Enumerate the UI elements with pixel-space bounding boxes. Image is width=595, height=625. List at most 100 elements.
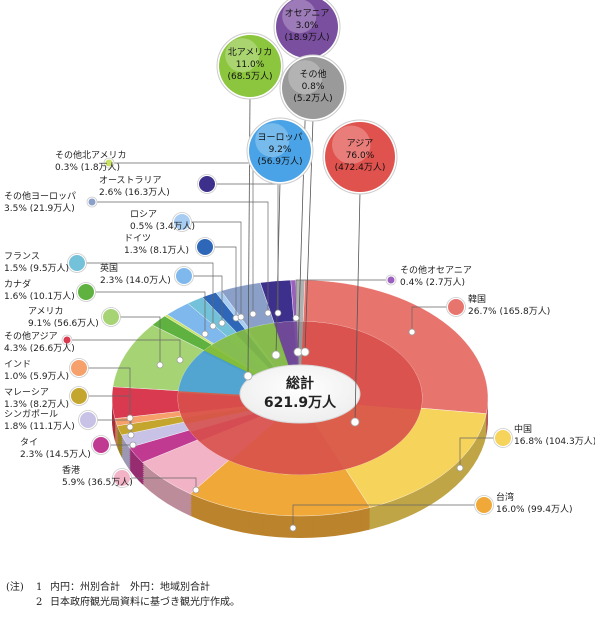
region-value: 2.3% (14.5万人) bbox=[20, 449, 91, 460]
bubble-percent: 9.2% bbox=[269, 145, 292, 155]
region-marker bbox=[174, 214, 190, 230]
region-name: シンガポール bbox=[4, 409, 58, 420]
region-marker bbox=[93, 437, 109, 453]
region-marker bbox=[71, 360, 87, 376]
leader-line bbox=[354, 191, 361, 423]
region-name: ロシア bbox=[130, 210, 157, 220]
region-value: 3.5% (21.9万人) bbox=[4, 203, 75, 214]
region-value: 1.0% (5.9万人) bbox=[4, 371, 69, 382]
region-name: 中国 bbox=[514, 423, 532, 435]
leader-dot bbox=[408, 328, 416, 336]
bubble-name: その他 bbox=[299, 68, 326, 80]
region-name: タイ bbox=[20, 437, 38, 448]
region-name: その他北アメリカ bbox=[55, 149, 127, 161]
leader-line bbox=[111, 316, 161, 365]
region-marker bbox=[78, 284, 94, 300]
region-marker bbox=[495, 430, 511, 446]
region-marker bbox=[103, 309, 119, 325]
leader-dot bbox=[126, 423, 134, 431]
leader-dot bbox=[129, 441, 137, 449]
bubble-name: オセアニア bbox=[285, 8, 330, 19]
bubble-amount: (56.9万人) bbox=[257, 156, 302, 167]
bubble-amount: (472.4万人) bbox=[335, 162, 386, 173]
leader-line bbox=[182, 221, 242, 317]
leader-dot bbox=[237, 313, 245, 321]
center-value: 621.9万人 bbox=[264, 394, 337, 411]
bubble-name: ヨーロッパ bbox=[257, 132, 302, 143]
leader-line bbox=[459, 437, 503, 468]
leader-dot bbox=[126, 414, 134, 422]
region-name: マレーシア bbox=[4, 388, 49, 398]
leader-dot bbox=[156, 361, 164, 369]
region-value: 1.3% (8.1万人) bbox=[124, 245, 189, 256]
bubble-highlight bbox=[288, 60, 323, 95]
region-name: その他オセアニア bbox=[400, 264, 472, 276]
leader-dot bbox=[127, 431, 135, 439]
bubble-highlight bbox=[332, 125, 371, 164]
leader-line bbox=[77, 262, 214, 326]
region-value: 1.5% (9.5万人) bbox=[4, 263, 69, 274]
leader-dot bbox=[456, 464, 464, 472]
region-value: 1.3% (8.2万人) bbox=[4, 399, 69, 410]
leader-line bbox=[122, 477, 197, 490]
leader-line bbox=[411, 306, 456, 332]
bubble bbox=[325, 122, 395, 192]
region-marker bbox=[69, 255, 85, 271]
region-name: オーストラリア bbox=[99, 175, 162, 186]
region-name: ドイツ bbox=[124, 234, 151, 244]
region-value: 16.0% (99.4万人) bbox=[496, 504, 573, 515]
leader-dot bbox=[300, 347, 310, 357]
bubble bbox=[249, 120, 311, 182]
region-name: カナダ bbox=[4, 278, 31, 290]
region-value: 0.3% (1.8万人) bbox=[55, 162, 120, 173]
region-marker bbox=[71, 388, 87, 404]
region-name: 韓国 bbox=[468, 294, 486, 305]
region-name: その他アジア bbox=[4, 330, 58, 342]
region-value: 0.4% (2.7万人) bbox=[400, 277, 465, 288]
region-name: 香港 bbox=[62, 464, 80, 476]
bubble-percent: 3.0% bbox=[296, 21, 319, 31]
region-value: 1.6% (10.1万人) bbox=[4, 291, 75, 302]
leader-line bbox=[292, 504, 484, 528]
leader-line bbox=[184, 275, 223, 323]
region-name: アメリカ bbox=[28, 306, 64, 317]
region-marker bbox=[114, 470, 130, 486]
region-value: 2.6% (16.3万人) bbox=[99, 187, 170, 198]
leader-dot bbox=[176, 356, 184, 364]
center-hole bbox=[239, 364, 361, 424]
region-value: 16.8% (104.3万人) bbox=[514, 436, 595, 447]
bubble-amount: (68.5万人) bbox=[227, 71, 272, 82]
leader-dot bbox=[274, 309, 282, 317]
notes: (注) 1 内円：州別合計 外円：地域別合計 2 日本政府観光局資料に基づき観光庁作成… bbox=[6, 580, 566, 610]
bubble-highlight bbox=[225, 38, 260, 73]
region-marker bbox=[88, 198, 96, 206]
leader-line bbox=[295, 279, 391, 318]
leader-dot bbox=[243, 371, 253, 381]
region-value: 4.3% (26.6万人) bbox=[4, 343, 75, 354]
leader-dot bbox=[271, 350, 281, 360]
leader-dot bbox=[289, 524, 297, 532]
center-label: 総計 bbox=[286, 375, 314, 392]
bubble-amount: (5.2万人) bbox=[293, 93, 332, 104]
note-line-1: (注) 1 内円：州別合計 外円：地域別合計 bbox=[6, 580, 566, 595]
region-marker bbox=[105, 159, 113, 167]
region-value: 5.9% (36.5万人) bbox=[62, 477, 133, 488]
region-name: 英国 bbox=[100, 262, 118, 274]
region-marker bbox=[476, 497, 492, 513]
note-number: 1 bbox=[36, 582, 43, 593]
region-value: 9.1% (56.6万人) bbox=[28, 318, 99, 329]
bubble bbox=[276, 0, 338, 58]
region-marker bbox=[197, 239, 213, 255]
region-name: インド bbox=[4, 360, 31, 370]
bubble-highlight bbox=[282, 0, 317, 34]
bubble-highlight bbox=[255, 123, 290, 158]
leader-line bbox=[67, 339, 181, 360]
leader-dot bbox=[292, 314, 300, 322]
bubble-amount: (18.9万人) bbox=[284, 32, 329, 43]
region-value: 0.5% (3.4万人) bbox=[130, 221, 195, 232]
note-text: 内円：州別合計 外円：地域別合計 bbox=[50, 582, 210, 593]
region-value: 1.8% (11.1万人) bbox=[4, 421, 75, 432]
note-number: 2 bbox=[36, 597, 43, 608]
bubble-name: 北アメリカ bbox=[228, 47, 273, 58]
bubble bbox=[219, 35, 281, 97]
